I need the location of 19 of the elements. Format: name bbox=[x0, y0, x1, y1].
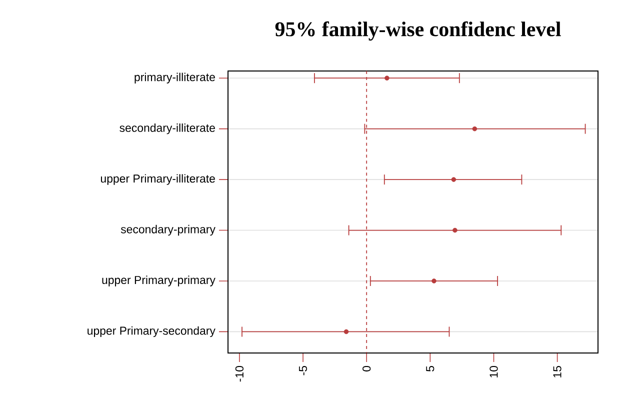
point bbox=[344, 329, 349, 334]
x-tick-label: 5 bbox=[426, 366, 434, 372]
chart-title: 95% family-wise confidenc level bbox=[275, 21, 561, 41]
y-tick-label: upper Primary-illiterate bbox=[100, 174, 215, 185]
point bbox=[452, 228, 458, 233]
point bbox=[472, 126, 478, 132]
point bbox=[432, 278, 436, 284]
x-tick-label: 10 bbox=[490, 366, 498, 378]
y-tick-label: upper Primary-primary bbox=[102, 276, 216, 286]
y-tick-label: upper Primary-secondary bbox=[88, 326, 216, 338]
x-tick-label: -10 bbox=[235, 366, 244, 382]
y-tick-label: secondary-primary bbox=[120, 224, 216, 236]
y-tick-label: secondary-illiterate bbox=[120, 123, 215, 134]
point bbox=[451, 177, 456, 182]
x-tick-label: 0 bbox=[362, 366, 371, 372]
y-tick-label: primary-illiterate bbox=[134, 72, 215, 84]
x-tick-label: 15 bbox=[553, 366, 562, 378]
x-tick-label: -5 bbox=[299, 366, 308, 376]
point bbox=[384, 76, 390, 80]
